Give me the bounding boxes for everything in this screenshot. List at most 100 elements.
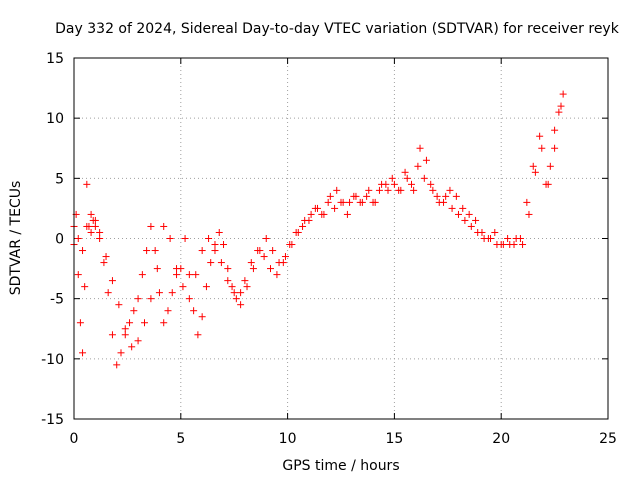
data-point — [288, 241, 296, 249]
data-point — [202, 283, 210, 291]
data-point — [403, 174, 411, 182]
data-point — [160, 222, 168, 230]
data-point — [79, 349, 87, 357]
data-point — [326, 192, 334, 200]
y-tick-label: 10 — [46, 111, 64, 127]
data-point — [269, 247, 277, 255]
data-point — [160, 319, 168, 327]
data-point — [241, 277, 249, 285]
y-tick-label: 0 — [55, 232, 64, 248]
y-tick-label: 5 — [55, 171, 64, 187]
data-point — [108, 331, 116, 339]
data-point — [442, 192, 450, 200]
data-point — [401, 168, 409, 176]
data-point — [96, 228, 104, 236]
data-point — [108, 277, 116, 285]
data-point — [491, 228, 499, 236]
data-point — [519, 241, 527, 249]
data-point — [555, 108, 563, 116]
data-point — [559, 90, 567, 98]
data-point — [375, 186, 383, 194]
grid-lines — [74, 58, 608, 419]
data-point — [237, 301, 245, 309]
data-point — [126, 319, 134, 327]
data-point — [331, 204, 339, 212]
data-point — [422, 156, 430, 164]
data-point — [237, 289, 245, 297]
data-point — [267, 265, 275, 273]
data-point — [371, 198, 379, 206]
data-point — [427, 180, 435, 188]
data-point — [76, 319, 84, 327]
data-point — [192, 271, 200, 279]
data-point — [506, 241, 514, 249]
data-point — [102, 253, 110, 261]
data-point — [536, 132, 544, 140]
data-point — [390, 180, 398, 188]
plot-frame — [73, 57, 609, 420]
data-point — [224, 265, 232, 273]
data-point — [87, 210, 95, 218]
data-point — [472, 216, 480, 224]
data-point — [523, 198, 531, 206]
data-point — [474, 228, 482, 236]
data-point — [557, 102, 565, 110]
data-point — [465, 210, 473, 218]
data-point — [546, 162, 554, 170]
x-tick-label: 10 — [279, 431, 297, 447]
data-point — [81, 283, 89, 291]
chart-title: Day 332 of 2024, Sidereal Day-to-day VTE… — [55, 21, 620, 37]
data-point — [83, 180, 91, 188]
data-point — [324, 198, 332, 206]
data-point — [378, 180, 386, 188]
data-point — [260, 253, 268, 261]
data-point — [228, 283, 236, 291]
data-point — [333, 186, 341, 194]
y-tick-labels: -15 -10 -5 0 5 10 15 — [41, 51, 64, 428]
y-tick-label: -10 — [41, 352, 64, 368]
data-point — [467, 222, 475, 230]
data-point — [147, 222, 155, 230]
data-point — [448, 204, 456, 212]
data-point — [198, 313, 206, 321]
data-point — [339, 198, 347, 206]
data-point — [91, 222, 99, 230]
data-point — [79, 247, 87, 255]
data-point — [87, 228, 95, 236]
data-point — [91, 216, 99, 224]
data-point — [299, 222, 307, 230]
data-point — [134, 337, 142, 345]
data-point — [173, 265, 181, 273]
data-point — [185, 271, 193, 279]
data-point — [247, 259, 255, 267]
data-point — [281, 253, 289, 261]
data-point — [461, 216, 469, 224]
data-point — [275, 259, 283, 267]
data-point — [121, 331, 129, 339]
data-point — [452, 192, 460, 200]
y-tick-label: 15 — [46, 51, 64, 67]
data-point — [397, 186, 405, 194]
data-point — [352, 192, 360, 200]
data-point — [273, 271, 281, 279]
y-axis-label: SDTVAR / TECUs — [8, 181, 24, 296]
data-point — [128, 343, 136, 351]
data-point — [147, 295, 155, 303]
data-point — [205, 235, 213, 242]
data-point — [211, 241, 219, 249]
data-point — [551, 144, 559, 152]
data-point — [416, 144, 424, 152]
data-point — [117, 349, 125, 357]
data-point — [459, 204, 467, 212]
data-point — [433, 192, 441, 200]
data-point — [113, 361, 121, 369]
data-point — [414, 162, 422, 170]
data-point — [232, 295, 240, 303]
data-point — [529, 162, 537, 170]
data-point — [168, 289, 176, 297]
data-point — [410, 186, 418, 194]
data-point — [164, 307, 172, 315]
data-point — [151, 247, 159, 255]
data-point — [420, 174, 428, 182]
